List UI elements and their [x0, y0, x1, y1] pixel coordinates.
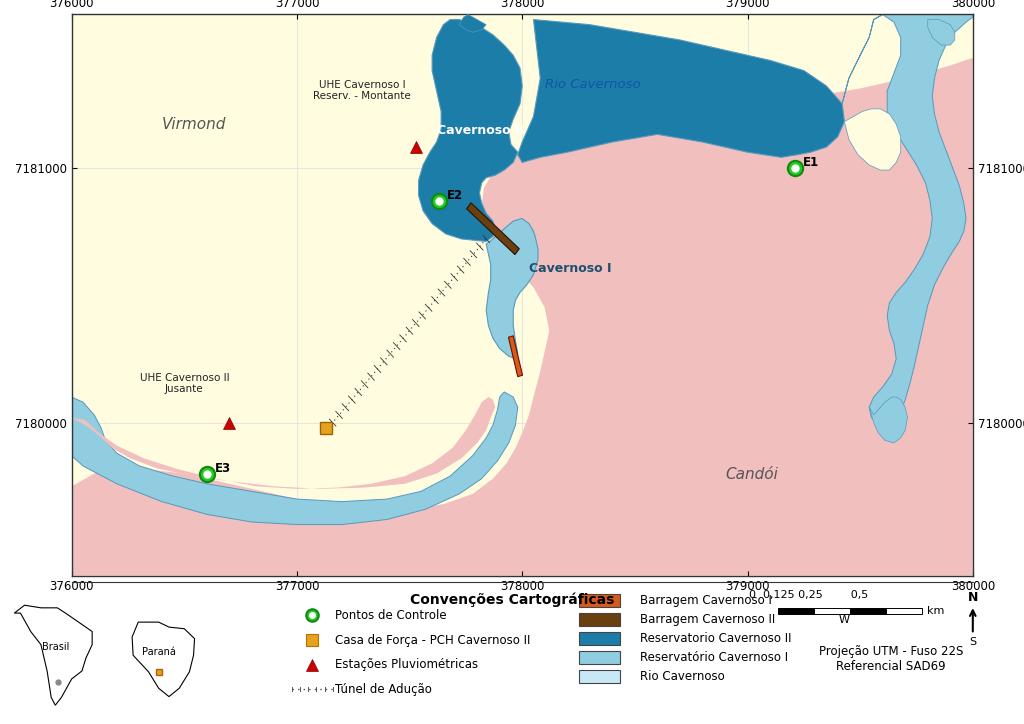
Polygon shape [486, 219, 538, 359]
Polygon shape [518, 20, 845, 162]
Bar [579, 613, 620, 626]
Text: N: N [968, 591, 978, 604]
Polygon shape [459, 14, 486, 33]
Polygon shape [72, 14, 973, 576]
Polygon shape [14, 605, 92, 705]
Text: Paraná: Paraná [141, 647, 176, 657]
Polygon shape [467, 203, 519, 255]
Text: Cavernoso I: Cavernoso I [529, 262, 611, 275]
Text: Túnel de Adução: Túnel de Adução [335, 683, 432, 696]
Text: W: W [839, 615, 850, 625]
Text: Reservatorio Cavernoso II: Reservatorio Cavernoso II [640, 632, 792, 645]
Text: Candói: Candói [725, 467, 778, 481]
Text: Estações Pluviométricas: Estações Pluviométricas [335, 658, 478, 671]
Text: km: km [927, 606, 944, 616]
Text: Casa de Força - PCH Cavernoso II: Casa de Força - PCH Cavernoso II [335, 634, 530, 647]
Bar [850, 608, 886, 614]
Polygon shape [419, 20, 522, 242]
Bar [579, 594, 620, 607]
Text: Cavernoso II: Cavernoso II [436, 125, 523, 138]
Text: Barragem Cavernoso II: Barragem Cavernoso II [640, 613, 775, 626]
Polygon shape [845, 109, 901, 170]
Text: Virmond: Virmond [162, 117, 226, 132]
Polygon shape [928, 20, 954, 45]
Bar [579, 651, 620, 664]
Polygon shape [842, 14, 973, 428]
Text: Pontos de Controle: Pontos de Controle [335, 609, 446, 622]
Text: Brasil: Brasil [42, 642, 69, 652]
Text: 0  0,125 0,25        0,5: 0 0,125 0,25 0,5 [750, 590, 868, 600]
Text: E2: E2 [446, 190, 463, 203]
Polygon shape [72, 392, 518, 525]
Polygon shape [132, 622, 195, 696]
Bar [886, 608, 922, 614]
Text: UHE Cavernoso I
Reserv. - Montante: UHE Cavernoso I Reserv. - Montante [313, 80, 412, 101]
Text: Barragem Cavernoso I: Barragem Cavernoso I [640, 594, 772, 607]
Bar [579, 632, 620, 645]
Polygon shape [72, 397, 496, 489]
Polygon shape [509, 336, 522, 376]
Text: E1: E1 [803, 156, 819, 169]
Text: Rio Cavernoso: Rio Cavernoso [545, 78, 640, 91]
Text: UHE Cavernoso II
Jusante: UHE Cavernoso II Jusante [139, 373, 229, 395]
Text: S: S [970, 637, 976, 647]
Bar [814, 608, 850, 614]
Polygon shape [869, 397, 907, 443]
Bar [778, 608, 814, 614]
Text: Projeção UTM - Fuso 22S
Referencial SAD69: Projeção UTM - Fuso 22S Referencial SAD6… [819, 645, 963, 673]
Text: E3: E3 [215, 463, 230, 475]
Text: Reservatório Cavernoso I: Reservatório Cavernoso I [640, 651, 788, 664]
Text: Convenções Cartográficas: Convenções Cartográficas [410, 592, 614, 607]
Text: Rio Cavernoso: Rio Cavernoso [640, 670, 725, 683]
Bar [579, 670, 620, 683]
